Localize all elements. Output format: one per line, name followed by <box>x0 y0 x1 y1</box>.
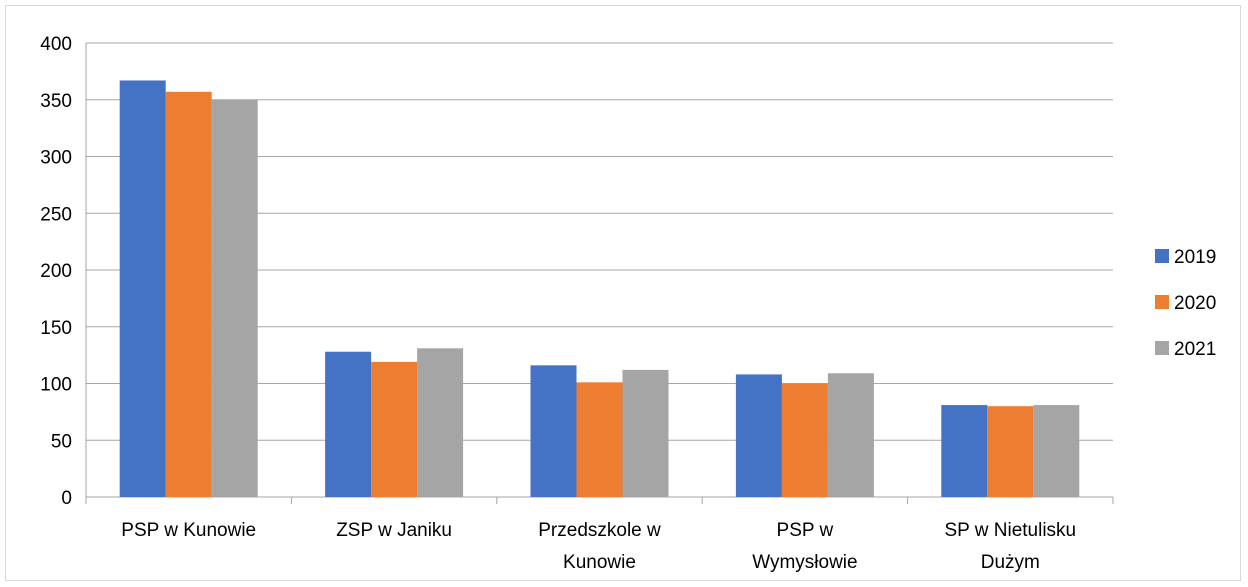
bar-2019 <box>530 365 577 497</box>
bar-chart: 0 50 100 150 200 250 300 350 400 PSP w Kunowie ZSP… <box>40 34 1216 573</box>
y-tick-label: 250 <box>40 204 72 225</box>
y-tick-label: 150 <box>40 318 72 339</box>
x-category-label: PSP w <box>777 520 834 541</box>
bar-2019 <box>941 405 988 497</box>
bar-2021 <box>1033 405 1080 497</box>
legend-swatch <box>1155 341 1169 355</box>
bar-2019 <box>735 374 782 497</box>
y-tick-label: 350 <box>40 91 72 112</box>
x-category-label: PSP w Kunowie <box>121 520 256 541</box>
bar-2020 <box>987 406 1034 497</box>
y-tick-label: 0 <box>61 488 72 509</box>
bar-2019 <box>119 80 166 497</box>
legend-label: 2020 <box>1174 293 1216 314</box>
bar-2020 <box>576 382 623 497</box>
x-category-label: ZSP w Janiku <box>336 520 452 541</box>
x-category-label: Przedszkole w <box>538 520 661 541</box>
x-category-label: Wymysłowie <box>752 552 857 573</box>
y-tick-label: 100 <box>40 375 72 396</box>
legend-swatch <box>1155 295 1169 309</box>
bar-2021 <box>417 348 464 497</box>
y-tick-label: 200 <box>40 261 72 282</box>
x-category-label: Kunowie <box>563 552 636 573</box>
y-tick-label: 400 <box>40 34 72 55</box>
legend: 2019 2020 2021 <box>1155 247 1216 360</box>
bar-2021 <box>211 99 258 497</box>
bar-2021 <box>622 369 669 497</box>
labels: 0 50 100 150 200 250 300 350 400 PSP w Kunowie ZSP… <box>40 34 1076 573</box>
legend-label: 2021 <box>1174 339 1216 360</box>
y-tick-label: 50 <box>51 431 72 452</box>
bar-2019 <box>325 351 372 497</box>
bar-2020 <box>371 361 418 497</box>
legend-label: 2019 <box>1174 247 1216 268</box>
bar-2020 <box>165 91 212 498</box>
y-tick-label: 300 <box>40 148 72 169</box>
bar-2021 <box>827 373 874 497</box>
x-category-label: SP w Nietulisku <box>944 520 1076 541</box>
bars <box>119 80 1080 498</box>
x-category-label: Dużym <box>981 552 1040 573</box>
legend-swatch <box>1155 249 1169 263</box>
bar-2020 <box>781 383 828 497</box>
chart-frame: 0 50 100 150 200 250 300 350 400 PSP w Kunowie ZSP… <box>5 5 1241 581</box>
